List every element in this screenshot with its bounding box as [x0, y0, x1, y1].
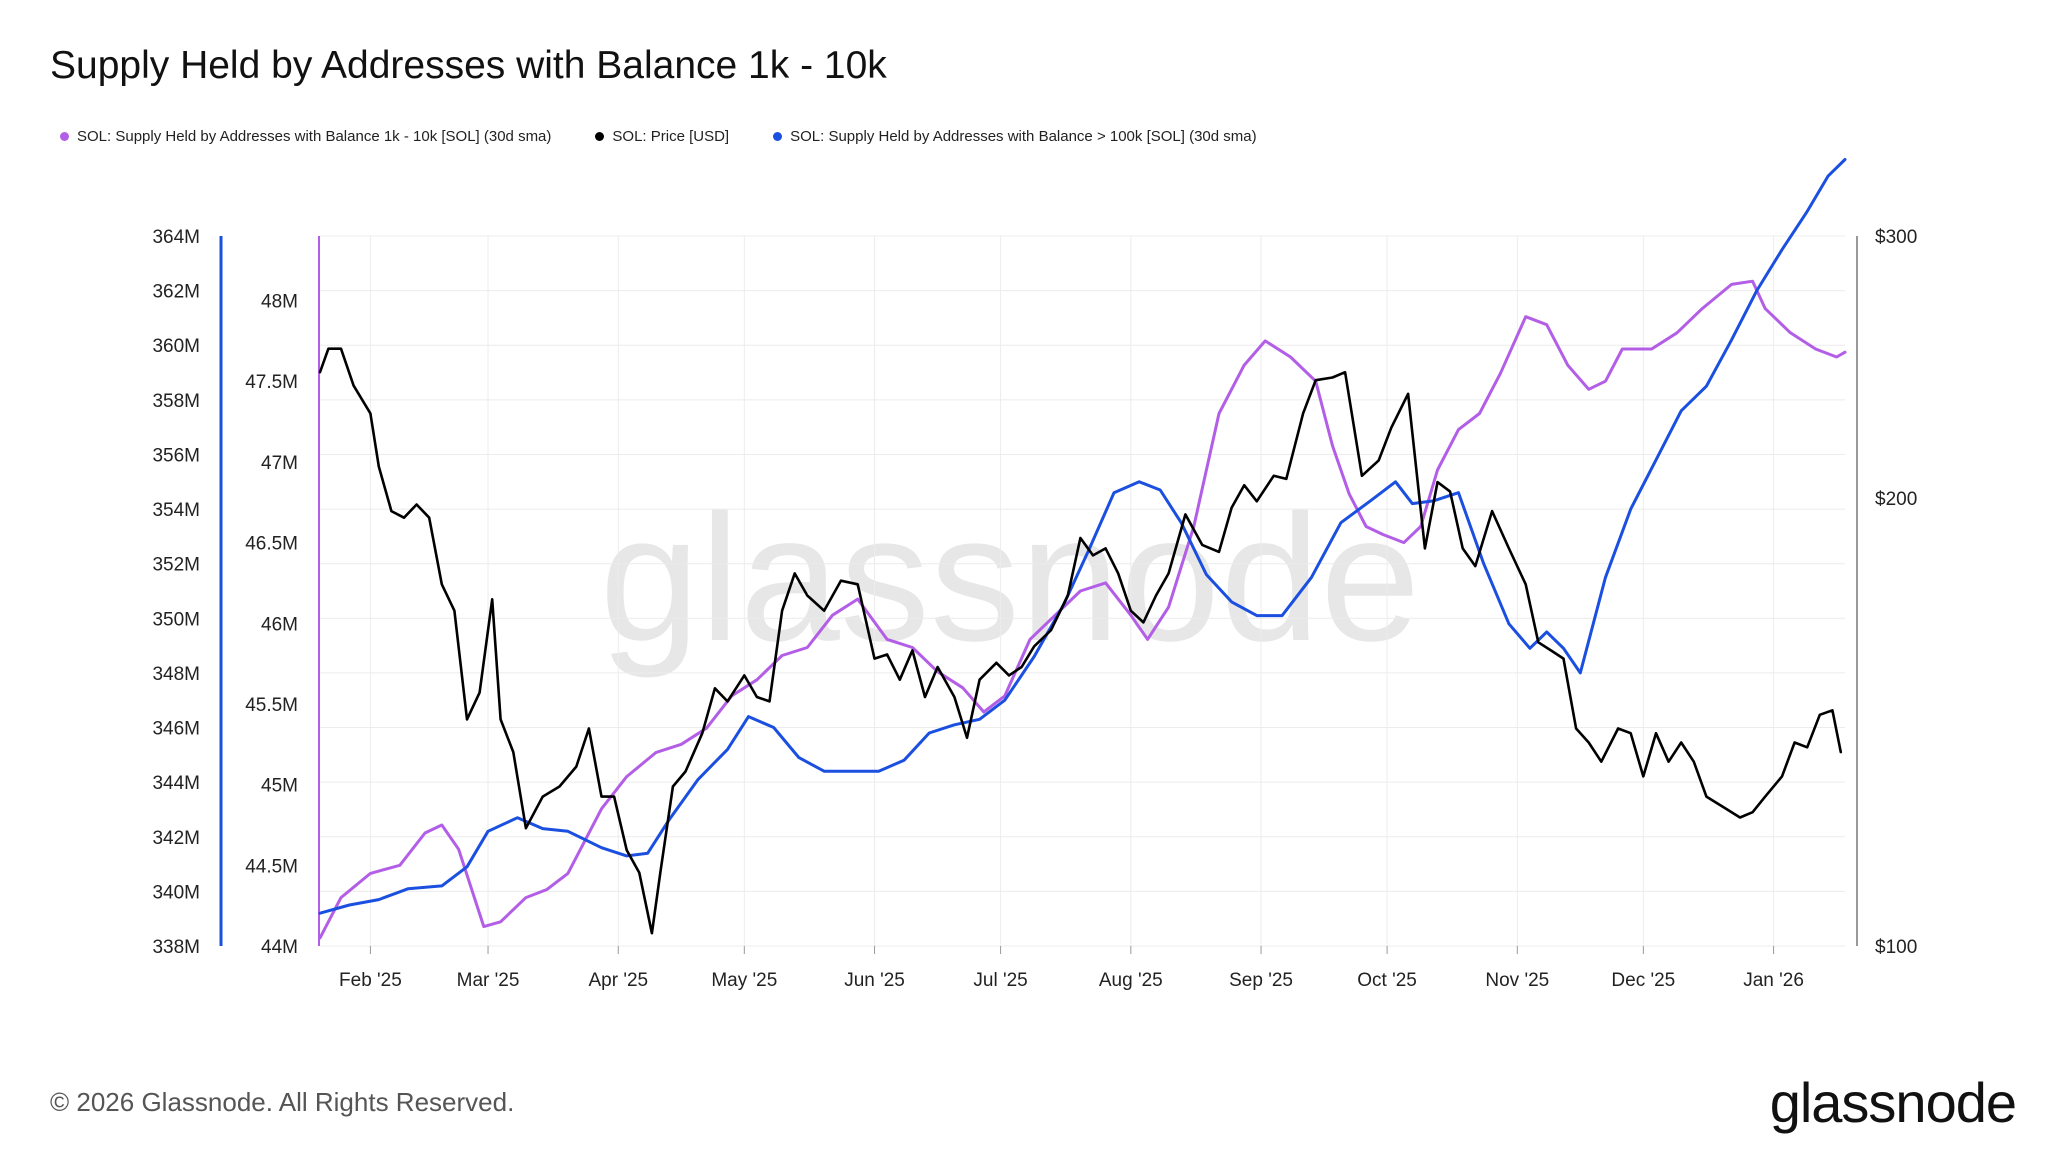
- y-tick-label-outer: 356M: [152, 445, 200, 466]
- y-tick-label-right: $200: [1875, 489, 1917, 510]
- legend-dot-purple: [60, 132, 69, 141]
- y-tick-label-inner: 45M: [261, 776, 298, 797]
- x-tick-label: Mar '25: [457, 970, 520, 991]
- y-tick-label-outer: 354M: [152, 500, 200, 521]
- y-tick-label-outer: 352M: [152, 555, 200, 576]
- x-tick-label: Jun '25: [844, 970, 905, 991]
- y-tick-label-outer: 342M: [152, 828, 200, 849]
- x-tick-label: Aug '25: [1099, 970, 1163, 991]
- y-tick-label-inner: 45.5M: [245, 695, 298, 716]
- y-tick-label-inner: 44.5M: [245, 856, 298, 877]
- y-tick-label-inner: 46M: [261, 614, 298, 635]
- y-tick-label-inner: 46.5M: [245, 534, 298, 555]
- y-tick-label-right: $300: [1875, 227, 1917, 248]
- y-tick-label-inner: 47.5M: [245, 372, 298, 393]
- chart-legend: SOL: Supply Held by Addresses with Balan…: [60, 128, 1257, 145]
- y-tick-label-inner: 44M: [261, 937, 298, 958]
- y-tick-label-right: $100: [1875, 937, 1917, 958]
- x-tick-label: Oct '25: [1357, 970, 1417, 991]
- y-tick-label-outer: 362M: [152, 282, 200, 303]
- x-tick-label: May '25: [711, 970, 777, 991]
- legend-dot-black: [595, 132, 605, 141]
- y-tick-label-outer: 346M: [152, 719, 200, 740]
- legend-label: SOL: Supply Held by Addresses with Balan…: [790, 128, 1257, 145]
- series-line-price: [318, 347, 1843, 935]
- y-tick-label-outer: 364M: [152, 227, 200, 248]
- y-tick-label-outer: 348M: [152, 664, 200, 685]
- y-tick-label-outer: 338M: [152, 937, 200, 958]
- x-tick-label: Feb '25: [339, 970, 402, 991]
- copyright-footer: © 2026 Glassnode. All Rights Reserved.: [50, 1087, 515, 1117]
- legend-item-price[interactable]: SOL: Price [USD]: [595, 128, 729, 145]
- x-tick-label: Jul '25: [973, 970, 1027, 991]
- watermark-text: glassnode: [600, 478, 1421, 679]
- x-tick-label: Apr '25: [588, 970, 648, 991]
- series-line-supply-1k-10k: [318, 279, 1847, 940]
- legend-dot-blue: [773, 132, 783, 141]
- legend-item-supply-1k-10k[interactable]: SOL: Supply Held by Addresses with Balan…: [60, 128, 551, 145]
- legend-item-supply-100k[interactable]: SOL: Supply Held by Addresses with Balan…: [773, 128, 1257, 145]
- y-tick-label-inner: 48M: [261, 292, 298, 313]
- x-tick-label: Sep '25: [1229, 970, 1293, 991]
- y-tick-label-outer: 360M: [152, 336, 200, 357]
- y-tick-label-inner: 47M: [261, 453, 298, 474]
- x-tick-label: Dec '25: [1611, 970, 1675, 991]
- glassnode-logo: glassnode: [1769, 1071, 2017, 1134]
- y-tick-label-outer: 350M: [152, 609, 200, 630]
- chart-title: Supply Held by Addresses with Balance 1k…: [50, 44, 887, 87]
- y-tick-label-outer: 358M: [152, 391, 200, 412]
- x-tick-label: Jan '26: [1743, 970, 1804, 991]
- series-line-supply-100k: [318, 158, 1847, 915]
- y-tick-label-outer: 344M: [152, 773, 200, 794]
- legend-label: SOL: Supply Held by Addresses with Balan…: [77, 128, 552, 145]
- legend-label: SOL: Price [USD]: [612, 128, 730, 145]
- y-tick-label-outer: 340M: [152, 882, 200, 903]
- x-tick-label: Nov '25: [1485, 970, 1549, 991]
